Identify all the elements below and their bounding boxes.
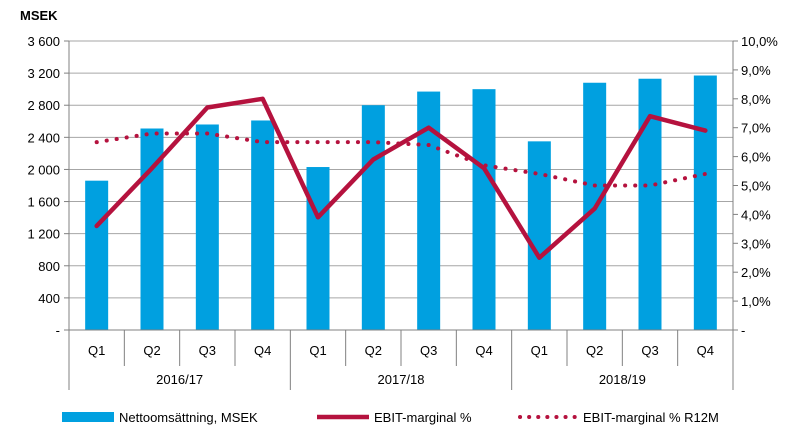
series-line-ebit-margin-r12m bbox=[94, 131, 708, 188]
category-label: Q1 bbox=[531, 343, 548, 358]
left-tick-label: 1 600 bbox=[27, 195, 60, 210]
legend-label: EBIT-marginal % bbox=[374, 410, 472, 425]
group-label: 2018/19 bbox=[599, 372, 646, 387]
group-label: 2017/18 bbox=[378, 372, 425, 387]
right-tick-label: 10,0% bbox=[741, 34, 778, 49]
legend-label: Nettoomsättning, MSEK bbox=[119, 410, 258, 425]
left-tick-label: - bbox=[56, 323, 60, 338]
bar bbox=[251, 120, 275, 330]
group-label: 2016/17 bbox=[156, 372, 203, 387]
left-tick-label: 2 000 bbox=[27, 162, 60, 177]
category-label: Q2 bbox=[143, 343, 160, 358]
bar bbox=[638, 78, 662, 330]
bar bbox=[306, 167, 330, 330]
category-label: Q3 bbox=[641, 343, 658, 358]
left-tick-label: 2 800 bbox=[27, 98, 60, 113]
y-axis-label: MSEK bbox=[20, 8, 58, 23]
right-axis-ticks: - 1,0% 2,0% 3,0% 4,0% 5,0% 6,0% 7,0% 8,0% 9,0% 10,… bbox=[741, 34, 778, 338]
right-tick-label: 7,0% bbox=[741, 121, 771, 136]
series-line-ebit-margin bbox=[94, 96, 708, 260]
bar bbox=[417, 91, 441, 330]
bar bbox=[140, 128, 164, 330]
right-tick-label: - bbox=[741, 323, 745, 338]
left-axis-ticks: - 400 800 1 200 1 600 2 000 2 400 2 800 3 200 3 6… bbox=[27, 34, 60, 338]
category-label: Q3 bbox=[199, 343, 216, 358]
category-label: Q3 bbox=[420, 343, 437, 358]
category-label: Q2 bbox=[365, 343, 382, 358]
left-tick-label: 2 400 bbox=[27, 130, 60, 145]
x-axis-categories: Q1 Q2 Q3 Q4 Q1 Q2 Q3 Q4 Q1 Q2 Q3 Q4 2016/17 2017/18 20… bbox=[88, 343, 714, 387]
bar bbox=[527, 141, 551, 330]
right-tick-label: 4,0% bbox=[741, 207, 771, 222]
right-tick-label: 2,0% bbox=[741, 265, 771, 280]
axes bbox=[64, 40, 738, 390]
category-label: Q4 bbox=[475, 343, 492, 358]
left-tick-label: 800 bbox=[38, 259, 60, 274]
legend: Nettoomsättning, MSEK EBIT-marginal % EBIT… bbox=[62, 410, 719, 425]
left-tick-label: 1 200 bbox=[27, 227, 60, 242]
bar bbox=[472, 89, 496, 331]
legend-swatch-bar bbox=[62, 412, 114, 422]
bar bbox=[195, 124, 219, 330]
left-tick-label: 3 200 bbox=[27, 66, 60, 81]
right-tick-label: 8,0% bbox=[741, 92, 771, 107]
line-series bbox=[94, 96, 708, 260]
right-tick-label: 1,0% bbox=[741, 294, 771, 309]
bar bbox=[693, 75, 717, 331]
right-tick-label: 5,0% bbox=[741, 179, 771, 194]
category-label: Q2 bbox=[586, 343, 603, 358]
right-tick-label: 6,0% bbox=[741, 150, 771, 165]
category-label: Q4 bbox=[697, 343, 714, 358]
right-tick-label: 9,0% bbox=[741, 63, 771, 78]
category-label: Q4 bbox=[254, 343, 271, 358]
legend-label: EBIT-marginal % R12M bbox=[583, 410, 719, 425]
category-label: Q1 bbox=[88, 343, 105, 358]
bar bbox=[361, 105, 385, 330]
right-tick-label: 3,0% bbox=[741, 236, 771, 251]
left-tick-label: 3 600 bbox=[27, 34, 60, 49]
bar bbox=[85, 180, 109, 330]
bar-series bbox=[85, 75, 717, 331]
grid-lines bbox=[69, 40, 733, 299]
category-label: Q1 bbox=[309, 343, 326, 358]
left-tick-label: 400 bbox=[38, 291, 60, 306]
